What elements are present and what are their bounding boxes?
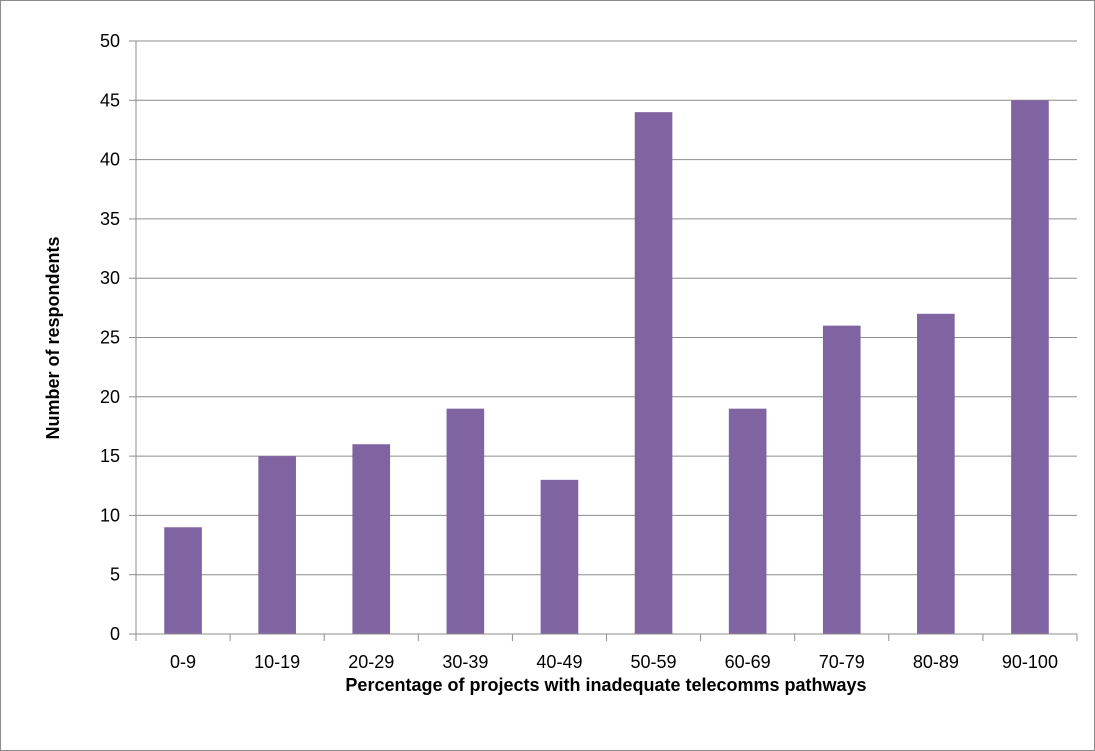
y-tick-label: 25: [100, 328, 120, 348]
x-tick-label: 40-49: [536, 652, 582, 672]
y-axis-title: Number of respondents: [43, 236, 63, 439]
y-tick-labels: 0 5 10 15 20 25 30 35 40 45 50: [100, 31, 120, 644]
bar: [822, 325, 861, 634]
y-tick-label: 10: [100, 505, 120, 525]
bar: [540, 479, 579, 634]
x-tick-label: 50-59: [631, 652, 677, 672]
x-tick-label: 10-19: [254, 652, 300, 672]
bar: [1011, 100, 1049, 635]
y-tick-label: 50: [100, 31, 120, 51]
y-tick-label: 30: [100, 268, 120, 288]
x-tick-labels: 0-9 10-19 20-29 30-39 40-49 50-59 60-69 70-79 80…: [170, 652, 1058, 672]
bar: [446, 408, 485, 634]
bars: [164, 100, 1049, 635]
y-tick-label: 0: [110, 624, 120, 644]
axes: [135, 41, 1078, 641]
bar: [917, 313, 955, 634]
x-axis-title: Percentage of projects with inadequate t…: [345, 675, 866, 695]
x-tick-label: 60-69: [725, 652, 771, 672]
x-tick-label: 80-89: [913, 652, 959, 672]
x-tick-label: 30-39: [442, 652, 488, 672]
bar: [634, 112, 673, 634]
x-tick-label: 70-79: [819, 652, 865, 672]
y-tick-label: 45: [100, 90, 120, 110]
bar: [728, 408, 767, 634]
bar: [164, 527, 202, 634]
x-tick-label: 20-29: [348, 652, 394, 672]
x-tick-label: 0-9: [170, 652, 196, 672]
bar: [352, 444, 391, 634]
x-tick-label: 90-100: [1002, 652, 1058, 672]
bar: [258, 456, 296, 634]
y-tick-label: 20: [100, 387, 120, 407]
y-tick-label: 15: [100, 446, 120, 466]
y-tick-label: 35: [100, 209, 120, 229]
y-tick-label: 40: [100, 150, 120, 170]
y-tick-label: 5: [110, 565, 120, 585]
